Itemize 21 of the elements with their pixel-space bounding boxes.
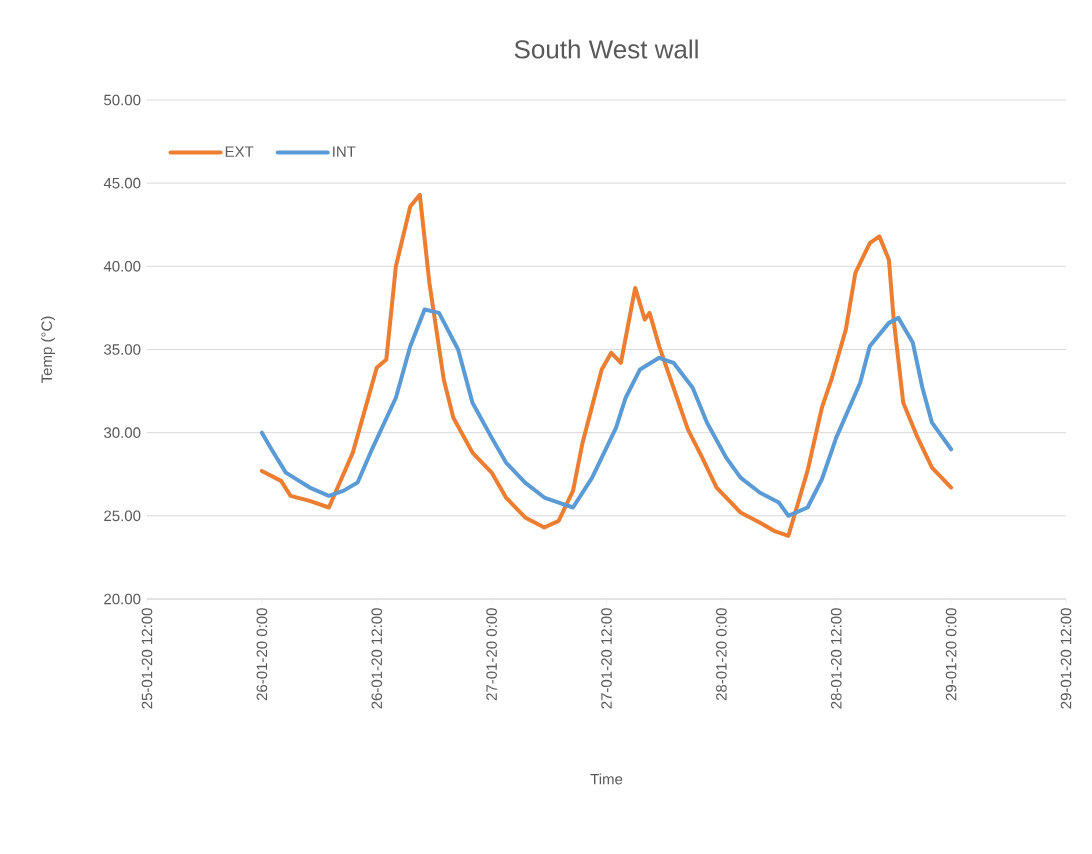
y-tick-label: 25.00 [104,510,141,522]
y-tick-label: 35.00 [104,344,141,355]
x-axis-title: Time [590,773,623,785]
x-tick-label: 28-01-20 0:00 [716,608,727,701]
legend-label: EXT [225,146,254,157]
y-tick-label: 50.00 [104,94,141,106]
chart-title: South West wall [514,39,698,59]
x-tick-label: 29-01-20 0:00 [945,608,957,701]
x-tick-label: 25-01-20 12:00 [141,608,153,709]
x-tick-label: 27-01-20 12:00 [601,608,612,709]
x-tick-label: 27-01-20 0:00 [486,608,497,701]
y-tick-label: 40.00 [103,261,141,272]
y-tick-label: 45.00 [103,177,141,189]
x-tick-label: 29-01-20 12:00 [1060,608,1072,709]
x-tick-label: 28-01-20 12:00 [830,608,842,709]
legend-label: INT [333,146,356,157]
y-axis-title: Temp (°C) [41,316,55,383]
x-tick-label: 26-01-20 0:00 [256,608,268,701]
y-tick-label: 30.00 [104,427,141,438]
x-tick-label: 26-01-20 12:00 [371,608,383,709]
y-tick-label: 20.00 [104,593,141,605]
